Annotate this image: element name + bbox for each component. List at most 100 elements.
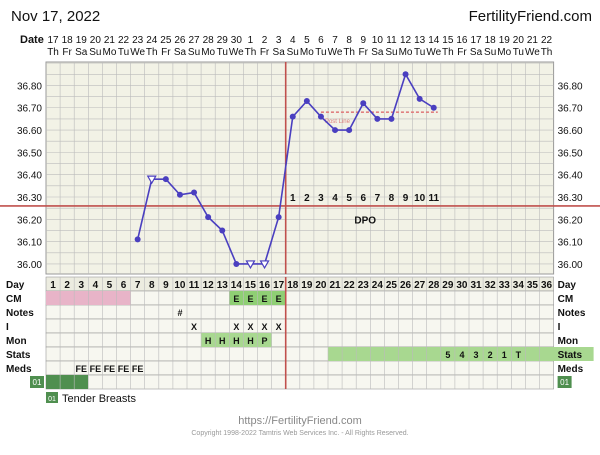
mon-cell xyxy=(215,333,230,347)
date-tick-label: 19 xyxy=(76,35,88,46)
date-tick-label: 20 xyxy=(90,35,102,46)
temperature-point xyxy=(416,95,423,102)
cm-value: E xyxy=(247,294,253,304)
weekday-tick-label: Tu xyxy=(513,47,524,58)
weekday-tick-label: We xyxy=(229,47,244,58)
row-label-right-day: Day xyxy=(558,280,577,291)
weekday-tick-label: Th xyxy=(245,47,257,58)
custom-row-badge-left xyxy=(30,376,44,388)
date-tick-label: 13 xyxy=(414,35,426,46)
date-tick-label: 11 xyxy=(386,35,397,46)
dpo-number: 10 xyxy=(414,193,426,204)
day-number: 7 xyxy=(135,280,141,291)
date-tick-label: 26 xyxy=(174,35,186,46)
footer-copyright: Copyright 1998-2022 Tamtris Web Services… xyxy=(191,430,409,437)
row-label-left-meds: Meds xyxy=(6,364,32,375)
day-number: 28 xyxy=(428,280,440,291)
y-tick-label-left: 36.60 xyxy=(17,126,42,137)
cm-pink-cell xyxy=(102,291,117,305)
temperature-point xyxy=(162,176,169,183)
weekday-tick-label: Th xyxy=(442,47,454,58)
weekday-tick-label: Mo xyxy=(102,47,116,58)
date-tick-label: 28 xyxy=(203,35,215,46)
dpo-number: 9 xyxy=(403,193,409,204)
weekday-tick-label: Su xyxy=(188,47,200,58)
custom-row-badge-right xyxy=(557,376,572,388)
row-label-right-stats: Stats xyxy=(558,350,583,361)
temperature-line xyxy=(136,72,435,265)
row-label-right-mon: Mon xyxy=(558,336,579,347)
day-number: 19 xyxy=(301,280,313,291)
temperature-point xyxy=(346,127,353,134)
weekday-tick-label: We xyxy=(426,47,441,58)
date-tick-label: 10 xyxy=(372,35,384,46)
post-line-label: Post Line xyxy=(325,119,351,125)
dpo-number: 3 xyxy=(318,193,324,204)
y-tick-label-left: 36.80 xyxy=(17,81,42,92)
cm-pink-cell xyxy=(74,291,89,305)
custom-cell xyxy=(60,375,75,389)
temperature-point xyxy=(388,115,395,122)
date-tick-label: 7 xyxy=(332,35,338,46)
y-tick-label-left: 36.50 xyxy=(17,148,42,159)
date-tick-label: 22 xyxy=(541,35,553,46)
header-site[interactable]: FertilityFriend.com xyxy=(468,8,592,25)
temperature-point xyxy=(275,214,282,221)
temperature-point xyxy=(205,214,212,221)
mon-cell xyxy=(257,333,272,347)
date-tick-label: 5 xyxy=(304,35,310,46)
dpo-label: DPO xyxy=(354,215,376,226)
weekday-tick-label: Tu xyxy=(217,47,228,58)
y-tick-label-left: 36.10 xyxy=(17,238,42,249)
date-tick-label: 9 xyxy=(360,35,366,46)
mon-value: H xyxy=(233,336,240,346)
legend-label: Tender Breasts xyxy=(62,393,136,405)
temperature-point xyxy=(176,191,183,198)
cm-value: E xyxy=(262,294,268,304)
dpo-number: 11 xyxy=(428,193,439,204)
day-number: 34 xyxy=(513,280,525,291)
day-number: 26 xyxy=(400,280,412,291)
date-tick-label: 1 xyxy=(248,35,254,46)
custom-cell xyxy=(46,375,61,389)
y-tick-label-left: 36.70 xyxy=(17,104,42,115)
date-tick-label: 18 xyxy=(485,35,497,46)
day-number: 9 xyxy=(163,280,169,291)
date-tick-label: 18 xyxy=(62,35,74,46)
y-tick-label-left: 36.20 xyxy=(17,215,42,226)
day-number: 30 xyxy=(456,280,468,291)
date-tick-label: 3 xyxy=(276,35,282,46)
dpo-number: 4 xyxy=(332,193,338,204)
date-tick-label: 8 xyxy=(346,35,352,46)
custom-cell xyxy=(74,375,89,389)
mon-value: H xyxy=(247,336,254,346)
dpo-number: 7 xyxy=(375,193,381,204)
day-number: 13 xyxy=(217,280,229,291)
stats-value: 3 xyxy=(474,350,479,360)
date-tick-label: 4 xyxy=(290,35,296,46)
day-number: 5 xyxy=(107,280,113,291)
footer-url[interactable]: https://FertilityFriend.com xyxy=(238,415,362,427)
weekday-tick-label: Fr xyxy=(457,47,467,58)
weekday-tick-label: Sa xyxy=(174,47,187,58)
y-tick-label-left: 36.30 xyxy=(17,193,42,204)
weekday-tick-label: Tu xyxy=(315,47,326,58)
temperature-point xyxy=(430,104,437,111)
day-number: 6 xyxy=(121,280,127,291)
day-number: 10 xyxy=(174,280,186,291)
date-tick-label: 19 xyxy=(499,35,511,46)
y-tick-label-right: 36.50 xyxy=(558,148,583,159)
stats-value: 4 xyxy=(459,350,464,360)
intercourse-value: X xyxy=(233,322,239,332)
date-row-label: Date xyxy=(20,34,44,46)
day-number: 24 xyxy=(372,280,384,291)
weekday-tick-label: Mo xyxy=(201,47,215,58)
temperature-point xyxy=(332,127,339,134)
weekday-tick-label: Fr xyxy=(62,47,72,58)
date-tick-label: 23 xyxy=(132,35,144,46)
day-number: 11 xyxy=(189,280,200,291)
day-number: 21 xyxy=(329,280,341,291)
weekday-tick-label: We xyxy=(328,47,343,58)
temperature-point-open xyxy=(245,260,256,270)
